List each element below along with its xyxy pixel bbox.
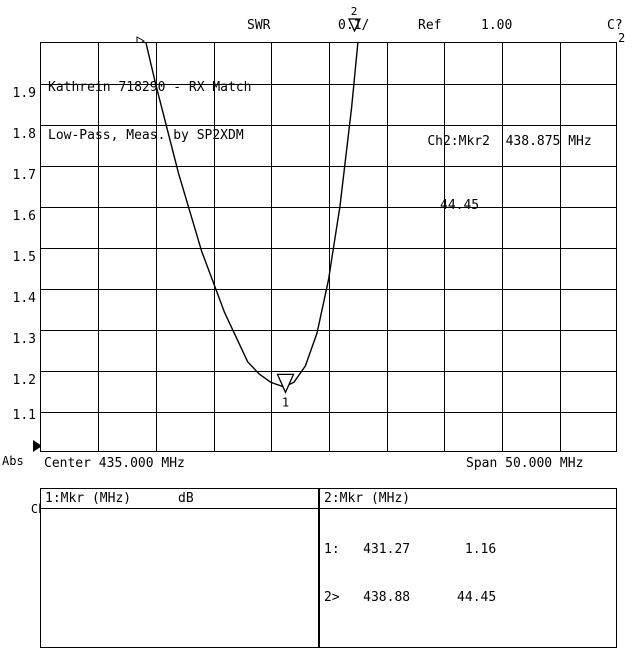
status-ref-value: 1.00 <box>481 18 513 33</box>
center-frequency-label: Center 435.000 MHz <box>44 456 185 471</box>
grid-vline-4 <box>271 43 272 451</box>
grid-hline-2 <box>41 125 616 126</box>
y-tick-1.4: 1.4 <box>12 291 36 306</box>
grid-hline-7 <box>41 330 616 331</box>
grid-vline-8 <box>502 43 503 451</box>
marker-table-channel1-header: 1:Mkr (MHz) dB <box>41 489 318 509</box>
active-channel-arrow-icon <box>33 440 42 452</box>
marker-table-channel2: 2:Mkr (MHz) 1: 431.27 1.16 2> 438.88 44.… <box>319 488 617 648</box>
marker-table-row-1: 1: 431.27 1.16 <box>324 542 497 557</box>
marker-table-channel1: 1:Mkr (MHz) dB <box>40 488 319 648</box>
marker-table-channel2-body: 1: 431.27 1.16 2> 438.88 44.45 <box>320 509 616 638</box>
grid-hline-1 <box>41 84 616 85</box>
status-correction: C? <box>607 18 623 33</box>
grid-hline-5 <box>41 248 616 249</box>
y-tick-1.9: 1.9 <box>12 86 36 101</box>
grid-hline-3 <box>41 166 616 167</box>
header-marker2-number: 2 <box>350 5 358 18</box>
grid-hline-9 <box>41 412 616 413</box>
scale-mode-abs: Abs <box>2 454 24 468</box>
graticule <box>40 42 617 452</box>
y-axis-labels: 1.9 1.8 1.7 1.6 1.5 1.4 1.3 1.2 1.1 <box>0 0 36 659</box>
marker-readout-channel: Ch2:Mkr2 <box>427 134 490 149</box>
y-tick-1.2: 1.2 <box>12 373 36 388</box>
span-label: Span 50.000 MHz <box>466 456 584 471</box>
grid-hline-6 <box>41 289 616 290</box>
y-tick-1.7: 1.7 <box>12 168 36 183</box>
marker1-triangle-icon <box>276 373 295 395</box>
status-scale-per-div: 0.1/ <box>338 18 370 33</box>
marker-table-row-2: 2> 438.88 44.45 <box>324 590 497 605</box>
grid-vline-7 <box>444 43 445 451</box>
grid-hline-4 <box>41 207 616 208</box>
y-tick-1.3: 1.3 <box>12 332 36 347</box>
grid-vline-5 <box>329 43 330 451</box>
grid-vline-2 <box>156 43 157 451</box>
grid-vline-1 <box>98 43 99 451</box>
trace-ch2-swr <box>145 42 359 388</box>
grid-hline-8 <box>41 371 616 372</box>
marker-readout-value: 44.45 <box>440 198 480 213</box>
grid-vline-3 <box>214 43 215 451</box>
graticule-corner-channel-number: 2 <box>618 31 626 45</box>
status-format: SWR <box>247 18 271 33</box>
plot-title: Kathrein 718290 - RX Match Low-Pass, Mea… <box>48 48 252 160</box>
plot-title-line2: Low-Pass, Meas. by SP2XDM <box>48 128 244 143</box>
plot-title-line1: Kathrein 718290 - RX Match <box>48 80 252 95</box>
marker-table-channel2-header: 2:Mkr (MHz) <box>320 489 616 509</box>
y-tick-1.6: 1.6 <box>12 209 36 224</box>
y-tick-1.8: 1.8 <box>12 127 36 142</box>
status-ref-label: Ref <box>418 18 442 33</box>
marker1-number: 1 <box>282 395 289 409</box>
marker-readout: Ch2:Mkr2 438.875 MHz 44.45 <box>396 86 592 230</box>
marker-readout-frequency: 438.875 MHz <box>505 134 592 149</box>
header-marker2-triangle-icon <box>347 17 362 36</box>
trace-overlay: 1 <box>145 42 359 409</box>
marker-table-channel1-body <box>41 509 318 510</box>
grid-vline-9 <box>560 43 561 451</box>
y-tick-1.1: 1.1 <box>12 408 36 423</box>
y-tick-1.5: 1.5 <box>12 250 36 265</box>
grid-vline-6 <box>387 43 388 451</box>
